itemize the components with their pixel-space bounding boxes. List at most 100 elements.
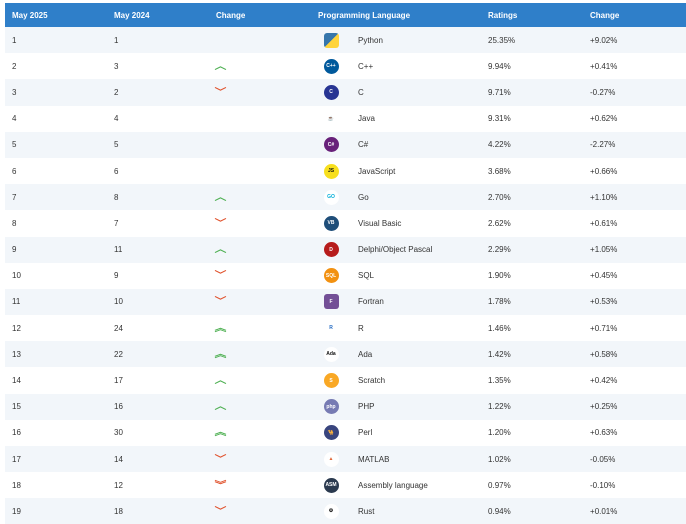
rank-may-2024: 11	[114, 245, 123, 255]
language-name[interactable]: C++	[358, 61, 374, 71]
language-name[interactable]: SQL	[358, 271, 375, 281]
table-row[interactable]: 4 4 ☕ Java 9.31% +0.62%	[5, 105, 686, 132]
rating-value: 0.94%	[488, 506, 511, 516]
language-name[interactable]: Assembly language	[358, 480, 428, 490]
table-row[interactable]: 6 6 JS JavaScript 3.68% +0.66%	[5, 157, 686, 185]
language-logo: D	[311, 237, 351, 263]
language-name[interactable]: Java	[358, 114, 375, 124]
language-logo: ▲	[311, 446, 351, 472]
rank-may-2024: 9	[114, 271, 119, 281]
header-may-2025[interactable]: May 2025	[12, 10, 48, 20]
table-row[interactable]: 1 1 Python 25.35% +9.02%	[5, 27, 686, 54]
rating-value: 1.02%	[488, 454, 511, 464]
rank-may-2024: 18	[114, 506, 123, 516]
language-name[interactable]: Ada	[358, 349, 373, 359]
header-may-2024[interactable]: May 2024	[114, 10, 150, 20]
rating-change: +0.25%	[590, 402, 618, 412]
sql-icon: SQL	[323, 268, 339, 284]
go-icon: GO	[323, 189, 339, 205]
rank-may-2024: 22	[114, 349, 123, 359]
change-indicator: ︿	[209, 53, 311, 79]
table-row[interactable]: 10 9 ﹀ SQL SQL 1.90% +0.45%	[5, 262, 686, 289]
rating-change: +0.58%	[590, 349, 618, 359]
header-change-percent[interactable]: Change	[590, 10, 620, 20]
language-name[interactable]: R	[358, 323, 364, 333]
change-indicator: ︽	[209, 420, 311, 446]
header-change[interactable]: Change	[216, 10, 246, 20]
table-row[interactable]: 16 30 ︽ 🐪 Perl 1.20% +0.63%	[5, 419, 686, 446]
change-indicator: ﹀	[209, 210, 311, 236]
language-logo: S	[311, 367, 351, 393]
table-row[interactable]: 3 2 ﹀ C C 9.71% -0.27%	[5, 79, 686, 106]
rank-may-2024: 14	[114, 454, 123, 464]
rank-may-2025: 19	[12, 506, 21, 516]
php-icon: php	[323, 399, 339, 415]
table-row[interactable]: 17 14 ﹀ ▲ MATLAB 1.02% -0.05%	[5, 446, 686, 473]
table-row[interactable]: 12 24 ︽ R R 1.46% +0.71%	[5, 315, 686, 342]
rank-may-2025: 11	[12, 297, 21, 307]
arrow-up-icon: ︿	[214, 244, 227, 255]
rating-change: +0.63%	[590, 428, 618, 438]
language-name[interactable]: Visual Basic	[358, 218, 402, 228]
arrow-down-icon: ﹀	[214, 296, 227, 307]
table-row[interactable]: 2 3 ︿ C++ C++ 9.94% +0.41%	[5, 53, 686, 80]
table-row[interactable]: 18 12 ︾ ASM Assembly language 0.97% -0.10%	[5, 472, 686, 499]
language-name[interactable]: C#	[358, 140, 369, 150]
rank-may-2025: 14	[12, 376, 21, 386]
table-row[interactable]: 15 16 ︿ php PHP 1.22% +0.25%	[5, 393, 686, 420]
language-name[interactable]: Python	[358, 35, 383, 45]
table-row[interactable]: 7 8 ︿ GO Go 2.70% +1.10%	[5, 184, 686, 211]
rust-icon: ⚙	[323, 503, 339, 519]
language-name[interactable]: PHP	[358, 402, 375, 412]
language-name[interactable]: MATLAB	[358, 454, 390, 464]
rating-change: +0.71%	[590, 323, 618, 333]
header-ratings[interactable]: Ratings	[488, 10, 518, 20]
table-row[interactable]: 19 18 ﹀ ⚙ Rust 0.94% +0.01%	[5, 498, 686, 524]
rating-value: 1.90%	[488, 271, 511, 281]
rank-may-2024: 6	[114, 166, 119, 176]
table-row[interactable]: 8 7 ﹀ VB Visual Basic 2.62% +0.61%	[5, 210, 686, 237]
change-indicator	[209, 106, 311, 132]
change-indicator: ︿	[209, 184, 311, 210]
arrow-up-icon: ︿	[214, 191, 227, 202]
c-icon: C	[323, 84, 339, 100]
rating-value: 1.42%	[488, 349, 511, 359]
r-icon: R	[323, 320, 339, 336]
rating-value: 2.62%	[488, 218, 511, 228]
tiobe-index-table-container: May 2025 May 2024 Change Programming Lan…	[5, 3, 686, 524]
visual-basic-icon: VB	[323, 215, 339, 231]
header-programming-language[interactable]: Programming Language	[318, 10, 411, 20]
rank-may-2024: 12	[114, 480, 123, 490]
language-name[interactable]: Perl	[358, 428, 373, 438]
table-row[interactable]: 13 22 ︽ Ada Ada 1.42% +0.58%	[5, 341, 686, 368]
rating-change: +0.41%	[590, 61, 618, 71]
rating-value: 1.35%	[488, 376, 511, 386]
language-name[interactable]: Scratch	[358, 376, 386, 386]
table-row[interactable]: 9 11 ︿ D Delphi/Object Pascal 2.29% +1.05%	[5, 236, 686, 263]
language-logo: php	[311, 394, 351, 420]
table-row[interactable]: 14 17 ︿ S Scratch 1.35% +0.42%	[5, 367, 686, 394]
table-row[interactable]: 5 5 C# C# 4.22% -2.27%	[5, 131, 686, 158]
language-name[interactable]: JavaScript	[358, 166, 396, 176]
table-row[interactable]: 11 10 ﹀ F Fortran 1.78% +0.53%	[5, 288, 686, 316]
rating-value: 4.22%	[488, 140, 511, 150]
language-name[interactable]: Rust	[358, 506, 375, 516]
double-arrow-down-icon: ︾	[214, 479, 227, 490]
language-logo: ⚙	[311, 498, 351, 524]
rank-may-2024: 4	[114, 114, 119, 124]
rank-may-2025: 13	[12, 349, 21, 359]
ada-icon: Ada	[323, 346, 339, 362]
language-logo: Ada	[311, 341, 351, 367]
rank-may-2025: 8	[12, 218, 17, 228]
language-name[interactable]: Delphi/Object Pascal	[358, 245, 433, 255]
language-name[interactable]: Fortran	[358, 297, 384, 307]
cpp-icon: C++	[323, 58, 339, 74]
rating-change: -0.05%	[590, 454, 616, 464]
python-icon	[323, 32, 339, 48]
language-name[interactable]: Go	[358, 192, 369, 202]
language-name[interactable]: C	[358, 87, 364, 97]
rating-value: 9.31%	[488, 114, 511, 124]
rank-may-2024: 17	[114, 376, 123, 386]
language-logo: JS	[311, 158, 351, 184]
language-logo: GO	[311, 184, 351, 210]
